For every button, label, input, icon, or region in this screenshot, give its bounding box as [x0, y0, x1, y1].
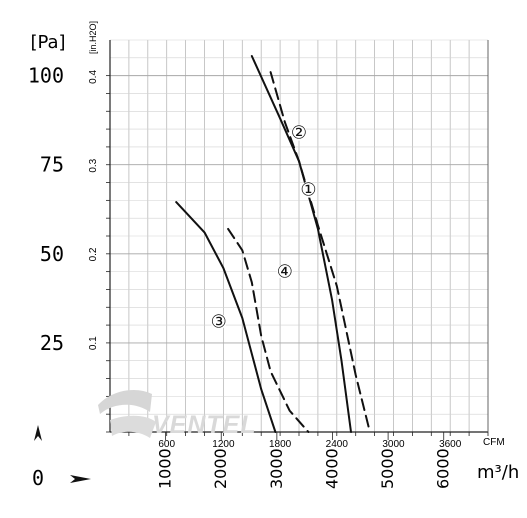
- x-tick-label-m3h: 4000: [322, 448, 341, 489]
- watermark-text: VENTEL: [152, 411, 257, 439]
- x-tick-label-cfm: 3000: [382, 439, 405, 450]
- series-label-bg: [291, 124, 307, 141]
- y-tick-label-inh2o: 0.1: [88, 336, 99, 350]
- pressure-alt-unit-label: [in.H2O]: [88, 21, 98, 54]
- x-tick-label-m3h: 1000: [156, 448, 175, 489]
- right-arrow-icon: [70, 475, 91, 483]
- watermark-fan-blade: [110, 415, 156, 438]
- y-tick-label-pa: 75: [40, 153, 64, 177]
- series-label-1: ①: [300, 180, 316, 201]
- y-tick-label-inh2o: 0.2: [88, 247, 99, 261]
- y-ticks-pa: 0 25 50 75 100: [28, 64, 64, 490]
- y-ticks-inh2o: 0.1 0.2 0.3 0.4: [88, 70, 99, 351]
- x-tick-label-cfm: 600: [158, 439, 175, 450]
- up-arrow-icon: [34, 425, 42, 441]
- x-tick-label-m3h: 3000: [267, 448, 286, 489]
- series-curve-3: [175, 201, 277, 433]
- y-tick-label-pa: 25: [40, 331, 64, 355]
- x-tick-label-cfm: 1200: [212, 439, 235, 450]
- series-curve-1: [250, 55, 352, 433]
- y-tick-label-inh2o: 0.3: [88, 158, 99, 172]
- series-label-2: ②: [291, 123, 307, 144]
- m3h-unit-label: m³/h: [477, 462, 519, 483]
- grid: [110, 39, 488, 432]
- series-curve-4: [227, 227, 310, 433]
- watermark-fan-icon: [98, 389, 152, 414]
- x-ticks-cfm: 600 1200 1800 2400 3000 3600: [158, 439, 461, 450]
- x-ticks-m3h: 1000 2000 3000 4000 5000 6000: [156, 432, 453, 489]
- series-label-bg: [300, 181, 317, 198]
- x-tick-label-cfm: 2400: [326, 439, 349, 450]
- series-layer: [175, 55, 371, 433]
- plot-frame: [106, 40, 489, 436]
- x-tick-label-cfm: 1800: [269, 439, 292, 450]
- y-tick-label-pa: 100: [28, 64, 64, 88]
- x-tick-label-cfm: 3600: [439, 439, 462, 450]
- x-tick-label-m3h: 2000: [211, 448, 230, 489]
- watermark: VENTEL: [98, 389, 257, 439]
- x-tick-label-m3h: 5000: [378, 448, 397, 489]
- y-tick-label-inh2o: 0.4: [88, 70, 99, 84]
- x-tick-label-m3h: 6000: [434, 448, 453, 489]
- y-tick-label-pa: 50: [40, 242, 64, 266]
- pressure-unit-label: [Pa]: [30, 32, 65, 53]
- series-label-bg: [210, 313, 227, 330]
- series-label-4: ④: [277, 262, 293, 283]
- cfm-unit-label: CFM: [483, 437, 505, 448]
- series-label-bg: [276, 263, 293, 280]
- series-labels: ① ② ③ ④: [211, 123, 317, 333]
- series-curve-2: [269, 71, 371, 433]
- series-label-3: ③: [211, 312, 227, 333]
- y-tick-label-pa: 0: [32, 466, 44, 490]
